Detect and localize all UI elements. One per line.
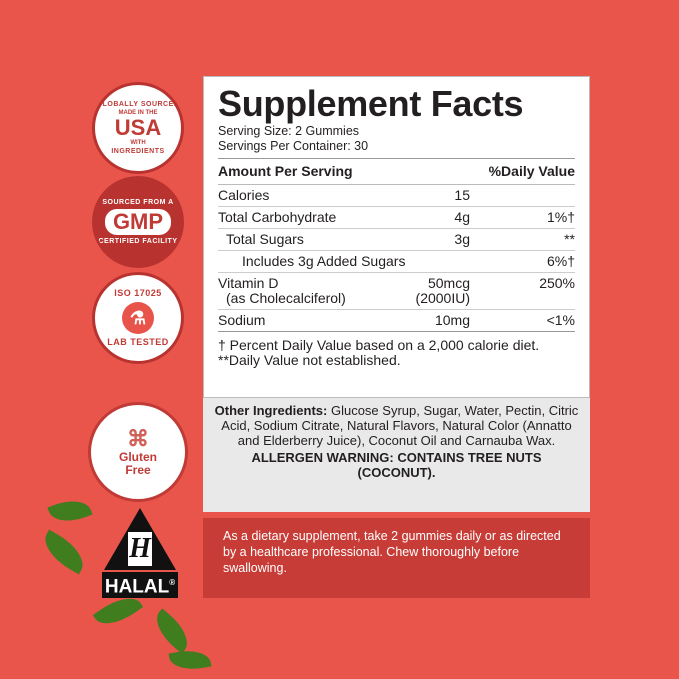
dv-header: %Daily Value — [488, 163, 575, 179]
facts-row: Total Sugars 3g ** — [218, 229, 575, 251]
facts-row: Total Carbohydrate 4g 1%† — [218, 207, 575, 229]
facts-row: Sodium 10mg <1% — [218, 310, 575, 332]
lower-panels: Other Ingredients: Glucose Syrup, Sugar,… — [203, 398, 590, 598]
other-ingredients-panel: Other Ingredients: Glucose Syrup, Sugar,… — [203, 398, 590, 512]
nutrient-amount: 4g — [454, 209, 470, 225]
halal-letter: H — [128, 532, 152, 566]
footnote-not-established: **Daily Value not established. — [218, 352, 401, 368]
leaf-image — [37, 529, 91, 575]
nutrient-dv: 250% — [539, 275, 575, 291]
nutrient-subname: (as Cholecalciferol) — [226, 290, 346, 306]
nutrient-dv: <1% — [546, 312, 575, 328]
badge-main: USA — [114, 115, 162, 140]
registered-mark: ® — [169, 578, 176, 587]
leaf-image — [168, 646, 212, 674]
halal-logo: H HALAL® — [92, 508, 188, 599]
badge-bottom-text: CERTIFIED FACILITY — [98, 238, 178, 245]
nutrient-dv: 1%† — [546, 209, 575, 225]
flask-check-icon: ⚗ — [122, 302, 154, 334]
other-ingredients-text: Glucose Syrup, Sugar, Water, Pectin, Cit… — [221, 403, 579, 448]
badge-bottom-text: LAB TESTED — [107, 337, 169, 347]
directions-text: As a dietary supplement, take 2 gummies … — [223, 529, 561, 575]
badge-main: GMP — [104, 209, 172, 235]
nutrient-amount: 3g — [454, 231, 470, 247]
facts-row: Calories 15 — [218, 185, 575, 207]
halal-label: HALAL — [104, 576, 170, 598]
gluten-free-badge: ⌘ Gluten Free — [88, 402, 188, 502]
badge-top-text: SOURCED FROM A — [102, 199, 174, 206]
serving-size: Serving Size: 2 Gummies — [218, 124, 360, 138]
servings-per-container: Servings Per Container: 30 — [218, 139, 369, 153]
nutrient-name: Calories — [218, 187, 270, 203]
badge-bottom-text: INGREDIENTS — [111, 148, 165, 155]
nutrient-dv: ** — [564, 231, 575, 247]
nutrient-name: Total Carbohydrate — [218, 209, 337, 225]
iso-lab-tested-badge: ISO 17025 ⚗ LAB TESTED — [92, 272, 184, 364]
directions-panel: As a dietary supplement, take 2 gummies … — [203, 518, 590, 598]
badge-top-text: ISO 17025 — [114, 288, 162, 298]
amount-header: Amount Per Serving — [218, 163, 353, 179]
nutrient-dv: 6%† — [546, 253, 575, 269]
nutrient-name: Total Sugars — [226, 231, 304, 247]
badge-main: Gluten Free — [119, 450, 157, 477]
other-ingredients-label: Other Ingredients: — [214, 403, 328, 418]
nutrient-amount: 50mcg — [427, 275, 470, 291]
badge-top-text: GLOBALLY SOURCED — [96, 101, 180, 108]
nutrient-dv — [470, 188, 575, 203]
made-in-usa-badge: GLOBALLY SOURCED MADE IN THE USA WITH IN… — [92, 82, 184, 174]
allergen-warning: ALLERGEN WARNING: CONTAINS TREE NUTS (CO… — [251, 450, 542, 480]
nutrient-amount: 15 — [454, 187, 470, 203]
badge-line: WITH — [130, 140, 146, 146]
wheat-icon: ⌘ — [127, 426, 149, 451]
footnote-dv: † Percent Daily Value based on a 2,000 c… — [218, 337, 540, 353]
gmp-badge: SOURCED FROM A GMP CERTIFIED FACILITY — [92, 176, 184, 268]
nutrient-amount — [450, 254, 470, 269]
nutrient-amount: 10mg — [434, 312, 470, 328]
nutrient-name: Sodium — [218, 312, 266, 328]
halal-triangle-icon: H — [104, 508, 176, 570]
badge-line: MADE IN THE — [118, 110, 158, 116]
nutrient-name: Includes 3g Added Sugars — [242, 253, 406, 269]
leaf-image — [47, 493, 93, 529]
nutrient-amount-iu: (2000IU) — [415, 290, 470, 306]
facts-title: Supplement Facts — [218, 83, 524, 124]
leaf-image — [148, 608, 196, 654]
nutrient-name: Vitamin D — [218, 275, 279, 291]
facts-row: Includes 3g Added Sugars 6%† — [218, 251, 575, 273]
supplement-facts-panel: Supplement Facts Serving Size: 2 Gummies… — [203, 76, 590, 398]
facts-row: Vitamin D (as Cholecalciferol) 50mcg (2000I… — [218, 273, 575, 310]
